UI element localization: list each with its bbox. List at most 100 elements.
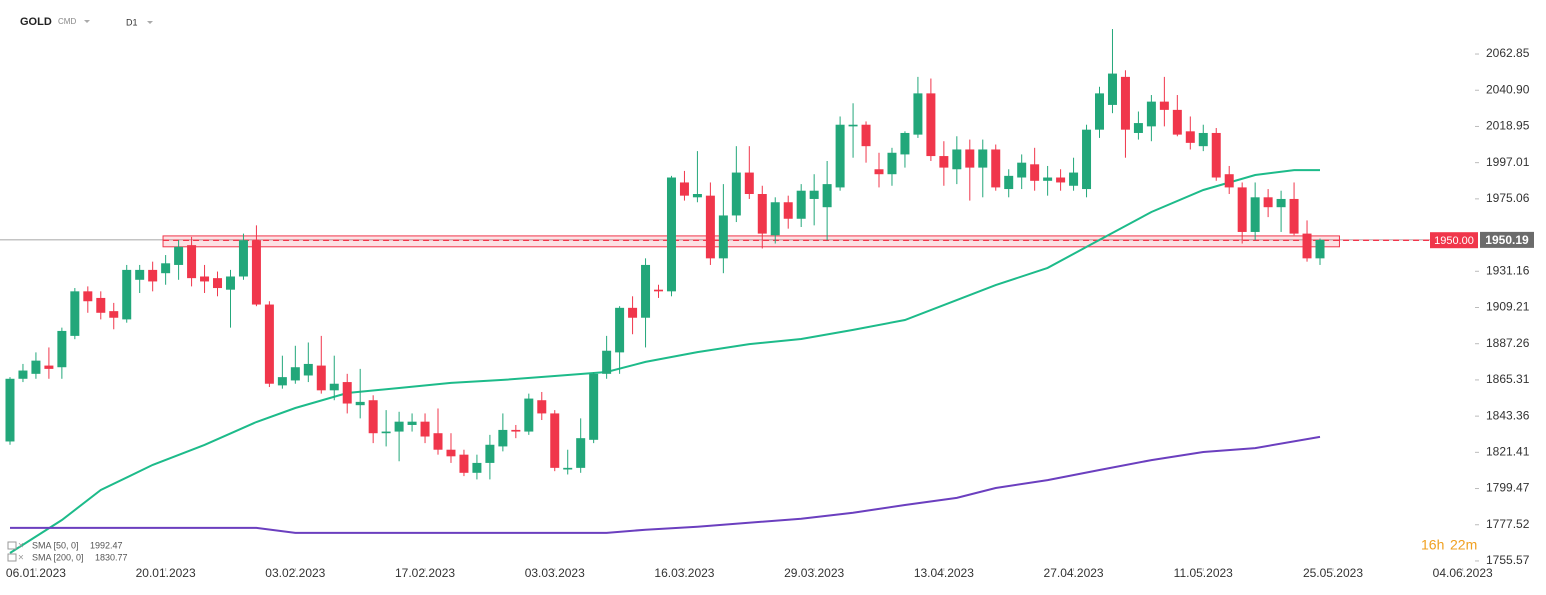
candle-body xyxy=(770,202,780,236)
candle-body xyxy=(407,421,417,425)
candle-body xyxy=(264,304,274,384)
candle-body xyxy=(822,184,832,208)
candle-body xyxy=(641,264,651,318)
candle-body xyxy=(394,421,404,432)
candle-body xyxy=(537,400,547,414)
candle-body xyxy=(1185,131,1195,143)
candle-body xyxy=(705,195,715,259)
x-tick-label: 13.04.2023 xyxy=(914,566,974,580)
candle-body xyxy=(277,377,287,386)
candle-body xyxy=(342,382,352,404)
x-tick-label: 06.01.2023 xyxy=(6,566,66,580)
y-tick-label: 1799.47 xyxy=(1486,481,1530,495)
candle-body xyxy=(731,172,741,216)
candle-body xyxy=(1004,175,1014,190)
candle-body xyxy=(1289,198,1299,234)
legend-icon xyxy=(7,553,17,562)
candle-body xyxy=(174,246,184,265)
x-tick-label: 29.03.2023 xyxy=(784,566,844,580)
legend-close: × xyxy=(18,553,24,564)
market: CMD xyxy=(58,17,76,26)
candle-body xyxy=(1302,233,1312,259)
candle-body xyxy=(109,311,119,318)
candle-body xyxy=(1172,109,1182,135)
candle-body xyxy=(848,124,858,127)
candle-body xyxy=(809,190,819,199)
candle-body xyxy=(135,269,145,280)
candle-body xyxy=(1030,164,1040,181)
y-tick-label: 2040.90 xyxy=(1486,82,1530,96)
dropdown-arrow[interactable] xyxy=(84,20,90,23)
x-tick-label: 11.05.2023 xyxy=(1174,566,1233,580)
candle-body xyxy=(355,401,365,406)
candle-body xyxy=(303,363,313,376)
y-tick-label: 1931.16 xyxy=(1486,263,1530,277)
candle-body xyxy=(589,373,599,440)
x-tick-label: 27.04.2023 xyxy=(1044,566,1104,580)
candle-body xyxy=(200,276,210,282)
y-tick-label: 1821.41 xyxy=(1486,445,1530,459)
y-tick-label: 1755.57 xyxy=(1486,553,1530,567)
y-tick-label: 2062.85 xyxy=(1486,46,1530,60)
x-tick-label: 25.05.2023 xyxy=(1303,566,1363,580)
candle-body xyxy=(744,172,754,195)
candle-body xyxy=(796,190,806,219)
candle-body xyxy=(550,413,560,468)
candle-body xyxy=(446,449,456,457)
candle-body xyxy=(602,350,612,374)
candle-body xyxy=(122,269,132,320)
candle-body xyxy=(31,360,41,374)
candle-body xyxy=(965,149,975,168)
level-label-box xyxy=(1430,232,1478,249)
y-tick-label: 1909.21 xyxy=(1486,300,1530,314)
candle-body xyxy=(1043,177,1053,181)
candle-body xyxy=(654,289,664,292)
candle-body xyxy=(887,152,897,175)
candle-body xyxy=(1315,239,1325,259)
candle-body xyxy=(316,365,326,391)
y-tick-label: 1777.52 xyxy=(1486,517,1530,531)
candle-body xyxy=(1276,198,1286,208)
candle-body xyxy=(615,307,625,353)
symbol[interactable]: GOLD xyxy=(20,16,52,28)
legend-name: SMA [200, 0] xyxy=(32,552,84,562)
candle-body xyxy=(70,291,80,336)
candle-body xyxy=(913,93,923,135)
candle-body xyxy=(1263,197,1273,208)
x-tick-label: 03.03.2023 xyxy=(525,566,585,580)
candle-body xyxy=(1069,172,1079,186)
y-tick-label: 1843.36 xyxy=(1486,408,1530,422)
candle-body xyxy=(368,400,378,434)
candle-body xyxy=(783,202,793,219)
legend-value: 1992.47 xyxy=(90,540,123,550)
candle-body xyxy=(1198,132,1208,147)
legend-icon xyxy=(7,541,17,550)
candle-body xyxy=(187,245,197,279)
legend-name: SMA [50, 0] xyxy=(32,540,79,550)
candle-body xyxy=(472,462,482,473)
candle-body xyxy=(861,124,871,147)
candle-body xyxy=(835,124,845,188)
level-zone xyxy=(162,235,1340,248)
candle-body xyxy=(459,454,469,473)
interval[interactable]: D1 xyxy=(126,17,138,27)
candle-body xyxy=(18,370,28,379)
x-tick-label: 04.06.2023 xyxy=(1433,566,1493,580)
candle-body xyxy=(511,429,521,432)
candle-body xyxy=(1133,123,1143,133)
candle-body xyxy=(148,269,158,282)
countdown-hours: 16h xyxy=(1421,537,1444,553)
candle-body xyxy=(44,365,54,369)
plot xyxy=(0,29,1479,571)
candle-body xyxy=(1146,101,1156,127)
candle-body xyxy=(757,194,767,234)
candle-body xyxy=(991,149,1001,188)
dropdown-arrow[interactable] xyxy=(147,21,153,24)
candle-body xyxy=(251,240,261,305)
candle-body xyxy=(978,149,988,168)
y-tick-label: 1887.26 xyxy=(1486,336,1530,350)
candle-body xyxy=(679,182,689,196)
candle-body xyxy=(381,431,391,434)
